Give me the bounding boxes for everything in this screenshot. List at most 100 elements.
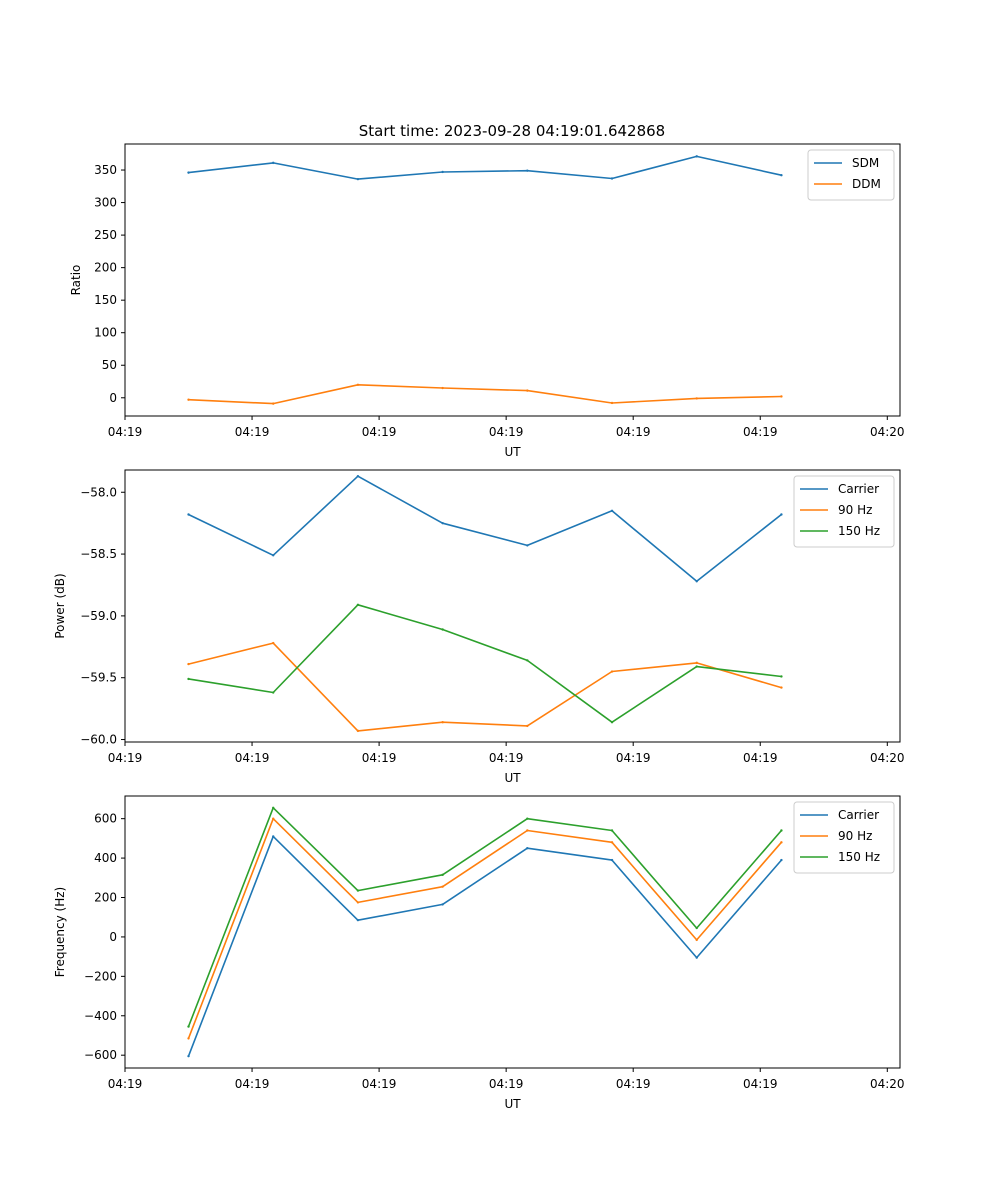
- x-tick-label: 04:20: [870, 425, 905, 439]
- data-point-90-hz: [272, 641, 275, 645]
- y-tick-label: 150: [94, 293, 117, 307]
- legend-label: Carrier: [838, 808, 879, 822]
- data-point-150-hz: [441, 873, 444, 877]
- series-line-150-hz: [188, 603, 782, 724]
- chart-panel-3: 04:19 04:19 04:19 04:19 04:19 04:19 04:20 −600 −…: [53, 795, 905, 1111]
- data-point-150-hz: [526, 659, 529, 662]
- x-tick-label: 04:19: [362, 1077, 397, 1091]
- x-axis-label: UT: [504, 771, 521, 785]
- y-tick-label: 200: [94, 891, 117, 905]
- data-point-90-hz: [356, 729, 360, 733]
- data-point-150-hz: [695, 665, 698, 668]
- data-point-sdm: [187, 171, 190, 174]
- x-tick-label: 04:20: [870, 1077, 905, 1091]
- x-tick-label: 04:19: [616, 425, 651, 439]
- data-point-ddm: [441, 386, 444, 390]
- y-tick-label: −59.5: [80, 671, 117, 685]
- x-tick-label: 04:19: [489, 751, 524, 765]
- y-tick-label: 0: [109, 391, 117, 405]
- legend-label: DDM: [852, 177, 881, 191]
- data-point-carrier: [187, 513, 190, 516]
- data-point-90-hz: [441, 721, 444, 724]
- series-line-90-hz: [188, 642, 782, 732]
- data-point-carrier: [356, 918, 360, 922]
- y-tick-label: 100: [94, 326, 117, 340]
- series-line-carrier: [187, 835, 783, 1057]
- data-point-90-hz: [695, 661, 698, 665]
- data-point-sdm: [780, 174, 783, 177]
- data-point-150-hz: [356, 603, 360, 606]
- x-tick-label: 04:19: [235, 751, 270, 765]
- data-point-90-hz: [610, 670, 614, 673]
- data-point-150-hz: [610, 721, 614, 724]
- y-tick-label: −58.5: [80, 547, 117, 561]
- x-tick-label: 04:19: [108, 751, 143, 765]
- x-tick-label: 04:19: [108, 425, 143, 439]
- x-tick-label: 04:19: [743, 1077, 778, 1091]
- legend-label: 90 Hz: [838, 829, 872, 843]
- data-point-carrier: [695, 580, 698, 583]
- data-point-ddm: [695, 397, 698, 400]
- data-point-90-hz: [780, 841, 783, 844]
- x-tick-label: 04:19: [489, 1077, 524, 1091]
- legend-label: 150 Hz: [838, 850, 880, 864]
- y-tick-label: 50: [102, 358, 117, 372]
- data-point-ddm: [780, 395, 783, 398]
- data-point-sdm: [695, 155, 698, 158]
- data-point-90-hz: [780, 686, 783, 689]
- data-point-150-hz: [780, 675, 783, 678]
- legend-box: [807, 149, 895, 201]
- figure-title: Start time: 2023-09-28 04:19:01.642868: [359, 122, 665, 140]
- y-tick-label: 400: [94, 851, 117, 865]
- y-tick-label: −60.0: [80, 733, 117, 747]
- data-point-sdm: [610, 177, 614, 180]
- data-point-90-hz: [356, 901, 360, 904]
- legend-label: Carrier: [838, 482, 879, 496]
- axes-frame: [124, 795, 901, 1069]
- x-tick-label: 04:19: [743, 751, 778, 765]
- data-point-150-hz: [272, 691, 275, 694]
- y-tick-label: −58.0: [80, 485, 117, 499]
- data-point-150-hz: [441, 628, 444, 631]
- x-tick-label: 04:19: [235, 425, 270, 439]
- data-point-ddm: [272, 402, 275, 405]
- data-point-90-hz: [187, 662, 190, 666]
- x-axis-label: UT: [504, 445, 521, 459]
- data-point-carrier: [695, 956, 698, 959]
- legend-box: [793, 801, 895, 874]
- y-axis-label: Frequency (Hz): [53, 887, 67, 978]
- y-tick-label: 350: [94, 163, 117, 177]
- series-line-150-hz: [187, 806, 783, 1027]
- data-point-150-hz: [610, 829, 614, 832]
- legend: SDM DDM: [807, 149, 895, 201]
- data-point-90-hz: [695, 938, 698, 942]
- data-point-150-hz: [356, 889, 360, 892]
- series-line-carrier: [188, 475, 782, 583]
- x-axis-label: UT: [504, 1097, 521, 1111]
- legend-label: 150 Hz: [838, 524, 880, 538]
- data-point-carrier: [780, 858, 783, 862]
- data-point-90-hz: [441, 885, 444, 888]
- data-point-carrier: [272, 835, 275, 838]
- x-tick-label: 04:19: [743, 425, 778, 439]
- data-point-sdm: [356, 177, 360, 181]
- data-point-carrier: [610, 509, 614, 512]
- data-point-90-hz: [526, 829, 529, 832]
- data-point-90-hz: [526, 724, 529, 728]
- legend-box: [793, 475, 895, 548]
- data-point-150-hz: [187, 1025, 190, 1028]
- data-point-carrier: [272, 554, 275, 557]
- axes-frame: [124, 469, 901, 743]
- series-line-sdm: [188, 155, 782, 180]
- series-line-90-hz: [187, 817, 783, 1039]
- y-tick-label: 300: [94, 196, 117, 210]
- y-tick-label: 0: [109, 930, 117, 944]
- y-tick-label: 600: [94, 812, 117, 826]
- legend-label: SDM: [852, 156, 879, 170]
- chart-panel-2: 04:19 04:19 04:19 04:19 04:19 04:19 04:20 −60.0…: [53, 469, 905, 785]
- x-tick-label: 04:19: [489, 425, 524, 439]
- x-tick-label: 04:19: [108, 1077, 143, 1091]
- data-point-ddm: [187, 398, 190, 401]
- x-tick-label: 04:19: [616, 1077, 651, 1091]
